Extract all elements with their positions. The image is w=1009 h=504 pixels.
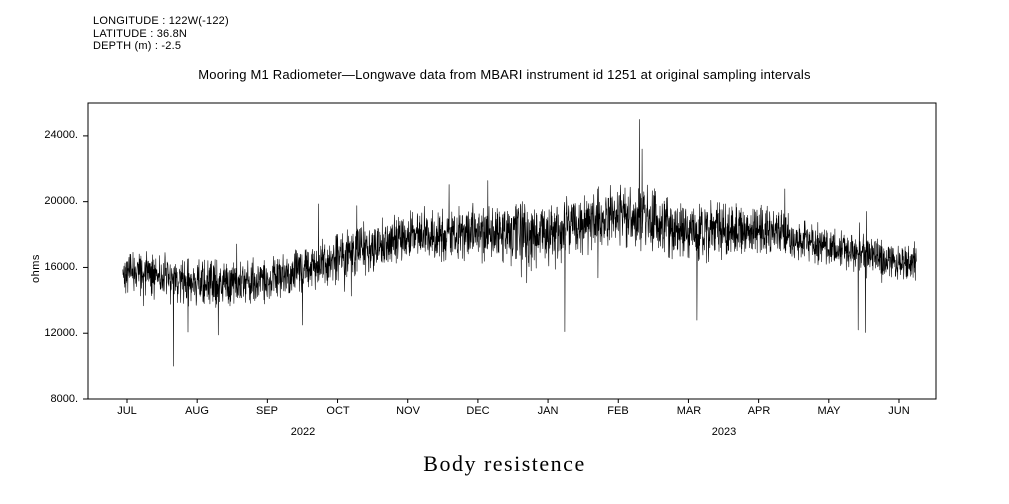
x-tick-label: MAR: [676, 405, 702, 417]
x-tick-label: JAN: [537, 405, 559, 417]
x-tick-label: FEB: [607, 405, 629, 417]
y-tick-label: 8000.: [50, 393, 78, 405]
x-tick-label: SEP: [255, 405, 279, 417]
year-label: 2023: [711, 426, 737, 438]
x-tick-label: JUN: [888, 405, 910, 417]
x-tick-label: AUG: [185, 405, 209, 417]
x-tick-label: JUL: [117, 405, 137, 417]
figure-caption: Body resistence: [423, 451, 586, 476]
x-tick-label: OCT: [326, 405, 350, 417]
metadata-block: LONGITUDE : 122W(-122) LATITUDE : 36.8N …: [93, 15, 229, 53]
chart-title: Mooring M1 Radiometer—Longwave data from…: [198, 67, 811, 82]
depth-label: DEPTH (m) : -2.5: [93, 40, 182, 52]
x-tick-label: NOV: [396, 405, 420, 417]
year-label: 2022: [290, 426, 316, 438]
x-tick-label: APR: [747, 405, 771, 417]
y-tick-label: 12000.: [44, 327, 78, 339]
longitude-label: LONGITUDE : 122W(-122): [93, 15, 229, 27]
y-tick-label: 20000.: [44, 195, 78, 207]
x-tick-label: MAY: [817, 405, 841, 417]
y-tick-label: 24000.: [44, 129, 78, 141]
latitude-label: LATITUDE : 36.8N: [93, 27, 188, 40]
axis-box: [87, 102, 937, 400]
data-series-line: [122, 119, 917, 367]
y-tick-label: 16000.: [44, 261, 78, 273]
x-tick-label: DEC: [466, 405, 490, 417]
